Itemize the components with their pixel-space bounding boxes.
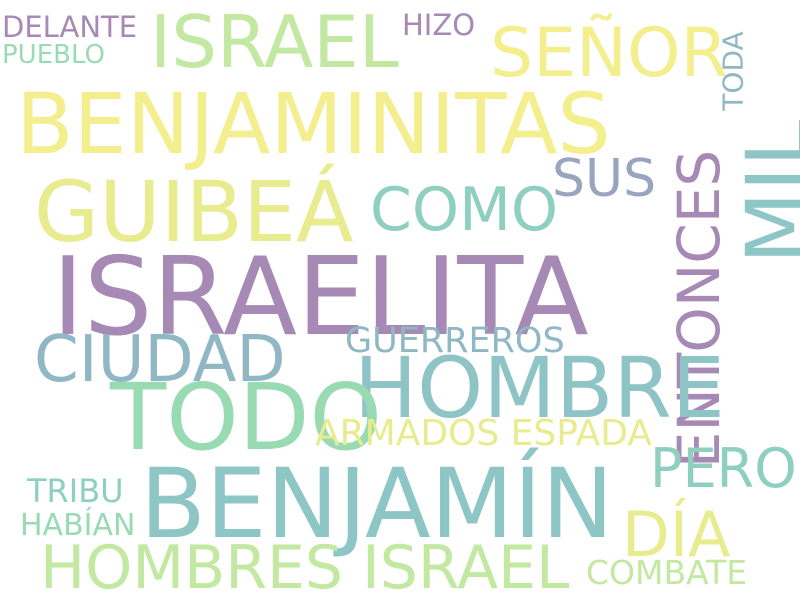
- word-hizo: HIZO: [402, 8, 476, 42]
- word-pueblo: PUEBLO: [2, 40, 105, 70]
- word-armados-espada: ARMADOS ESPADA: [315, 413, 653, 454]
- word-mil: MIL: [728, 119, 800, 265]
- word-como: COMO: [370, 175, 559, 245]
- word-israelita: ISRAELITA: [52, 235, 589, 360]
- word-guibea: GUIBEÁ: [34, 163, 354, 261]
- word-dia: DÍA: [622, 498, 731, 571]
- word-pero: PERO: [650, 437, 797, 500]
- word-hombres-israel: HOMBRES ISRAEL: [40, 533, 570, 600]
- word-guerreros: GUERREROS: [345, 321, 565, 361]
- word-tribu: TRIBU: [27, 472, 124, 510]
- word-ciudad: CIUDAD: [34, 323, 286, 397]
- word-sus: SUS: [552, 149, 657, 209]
- word-combate: COMBATE: [586, 553, 748, 592]
- word-benjaminitas: BENJAMINITAS: [16, 75, 611, 173]
- word-israel: ISRAEL: [150, 0, 399, 84]
- word-todo: TODO: [110, 364, 382, 471]
- word-benjamin: BENJAMÍN: [140, 448, 614, 560]
- word-toda: TODA: [716, 31, 750, 111]
- word-habian: HABÍAN: [20, 508, 136, 543]
- word-delante: DELANTE: [2, 10, 138, 44]
- word-senor: SEÑOR: [490, 14, 728, 93]
- word-hombre: HOMBRE: [354, 339, 725, 437]
